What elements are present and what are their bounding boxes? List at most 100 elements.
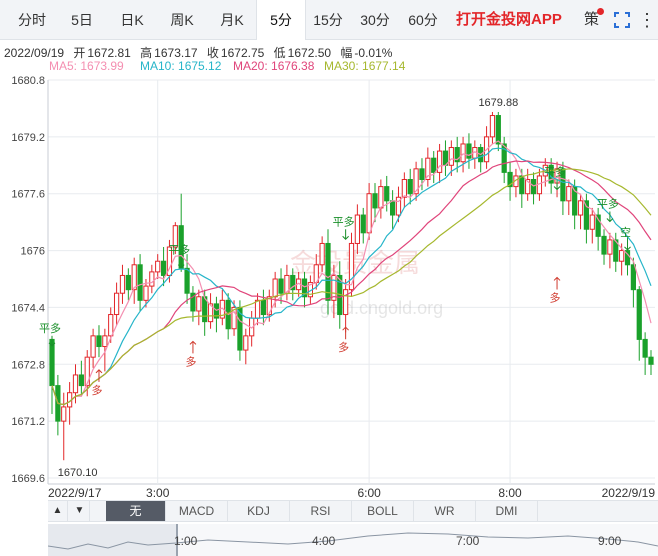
navigator-sparkline <box>48 524 658 556</box>
candle-body <box>172 225 178 248</box>
candle-body <box>143 285 149 301</box>
signal-arrow <box>189 340 197 354</box>
candle-body <box>619 250 625 262</box>
candle-body <box>319 242 325 266</box>
info-high-label: 高 <box>140 46 153 60</box>
info-change: -0.01% <box>354 46 393 60</box>
candle-body <box>348 242 355 291</box>
y-tick-label: 1674.4 <box>11 302 45 314</box>
signal-label: 平多 <box>168 243 190 257</box>
prev-indicator-button[interactable]: ▲ <box>48 501 68 521</box>
tab-intraday[interactable]: 分时 <box>18 12 46 28</box>
candle-body <box>389 200 396 216</box>
candle-body <box>630 264 636 291</box>
indicator-dmi[interactable]: DMI <box>476 501 538 521</box>
ma20-legend: MA20: 1676.38 <box>233 59 315 73</box>
more-menu-icon[interactable]: ⋮ <box>638 10 656 30</box>
ma30-line <box>51 168 652 406</box>
indicator-boll[interactable]: BOLL <box>352 501 414 521</box>
tab-monthly-k[interactable]: 月K <box>220 12 244 28</box>
candle-body <box>577 200 584 216</box>
signal-arrow <box>48 335 56 347</box>
indicator-rsi[interactable]: RSI <box>290 501 352 521</box>
ma5-legend: MA5: 1673.99 <box>49 59 124 73</box>
tab-30min[interactable]: 30分 <box>360 12 390 28</box>
candle-body <box>495 115 501 145</box>
candle-body <box>278 278 284 294</box>
candle-body <box>243 335 249 351</box>
candle-body <box>595 214 601 237</box>
candle-body <box>530 179 537 195</box>
x-tick-label: 2022/9/17 <box>48 486 102 500</box>
y-tick-label: 1677.6 <box>11 189 45 201</box>
candle-body <box>525 179 531 195</box>
candle-body <box>331 274 337 301</box>
candle-body <box>560 168 566 202</box>
candle-body <box>566 186 572 202</box>
timeframe-tab-bar: 分时 5日 日K 周K 月K 5分 15分 30分 60分 打开金投网APP 策… <box>0 0 658 40</box>
extreme-labels: 1679.88 1670.10 <box>58 97 518 479</box>
tab-15min[interactable]: 15分 <box>313 12 343 28</box>
tab-daily-k[interactable]: 日K <box>120 12 144 28</box>
indicator-macd[interactable]: MACD <box>166 501 228 521</box>
candle-body <box>137 264 143 301</box>
candle-body <box>613 239 619 262</box>
signal-label: 平多 <box>333 214 355 228</box>
ma10-legend: MA10: 1675.12 <box>140 59 222 73</box>
info-low: 1672.50 <box>287 46 332 60</box>
range-navigator[interactable]: 1:00 4:00 7:00 9:00 <box>48 524 658 556</box>
candle-body <box>102 335 108 348</box>
open-app-link[interactable]: 打开金投网APP <box>456 11 562 28</box>
y-tick-label: 1671.2 <box>11 416 45 428</box>
tab-weekly-k[interactable]: 周K <box>170 12 194 28</box>
info-change-label: 幅 <box>340 46 353 60</box>
candle-body <box>254 299 261 319</box>
y-tick-label: 1679.2 <box>11 132 45 144</box>
candle-body <box>343 289 349 316</box>
signal-label: 多 <box>338 340 349 354</box>
signal-arrow <box>342 326 349 340</box>
candle-body <box>395 196 402 216</box>
candle-body <box>501 143 507 173</box>
navigator-label-2: 4:00 <box>312 534 336 548</box>
y-tick-label: 1680.8 <box>11 75 45 87</box>
tab-60min[interactable]: 60分 <box>408 12 438 28</box>
y-tick-label: 1672.8 <box>11 359 45 371</box>
chart-grid <box>47 79 655 485</box>
candle-body <box>460 143 466 163</box>
fullscreen-icon[interactable] <box>614 12 630 28</box>
x-tick-label: 2022/9/19 <box>602 486 656 500</box>
candle-body <box>90 335 96 358</box>
indicator-none[interactable]: 无 <box>106 501 166 521</box>
signal-label: 空 <box>620 225 631 239</box>
candle-body <box>290 274 296 291</box>
tab-5day[interactable]: 5日 <box>71 12 93 28</box>
signal-label: 平多 <box>39 321 61 335</box>
y-tick-label: 1676 <box>21 246 45 258</box>
signal-arrow <box>624 239 631 251</box>
navigator-label-4: 9:00 <box>598 534 622 548</box>
next-indicator-button[interactable]: ▼ <box>70 501 90 521</box>
signal-arrow <box>606 211 614 223</box>
candle-body <box>413 168 419 195</box>
x-axis: 2022/9/17 3:00 6:00 8:00 2022/9/19 <box>48 486 655 500</box>
signal-label: 平多 <box>597 196 619 210</box>
signal-arrow <box>95 369 103 382</box>
candle-body <box>301 278 308 298</box>
candle-body <box>125 274 131 291</box>
info-close-label: 收 <box>206 46 219 60</box>
candle-body <box>213 303 220 319</box>
max-price-label: 1679.88 <box>478 97 518 109</box>
candle-body <box>190 292 196 312</box>
candle-body <box>84 356 90 387</box>
watermark-url: gold.cngold.org <box>320 298 443 318</box>
indicator-wr[interactable]: WR <box>414 501 476 521</box>
indicator-kdj[interactable]: KDJ <box>228 501 290 521</box>
strategy-button[interactable]: 策 <box>584 11 600 28</box>
candle-body <box>61 406 67 422</box>
candle-body <box>636 289 642 340</box>
candle-body <box>78 374 84 387</box>
tab-5min[interactable]: 5分 <box>256 0 306 40</box>
candle-body <box>108 314 114 337</box>
